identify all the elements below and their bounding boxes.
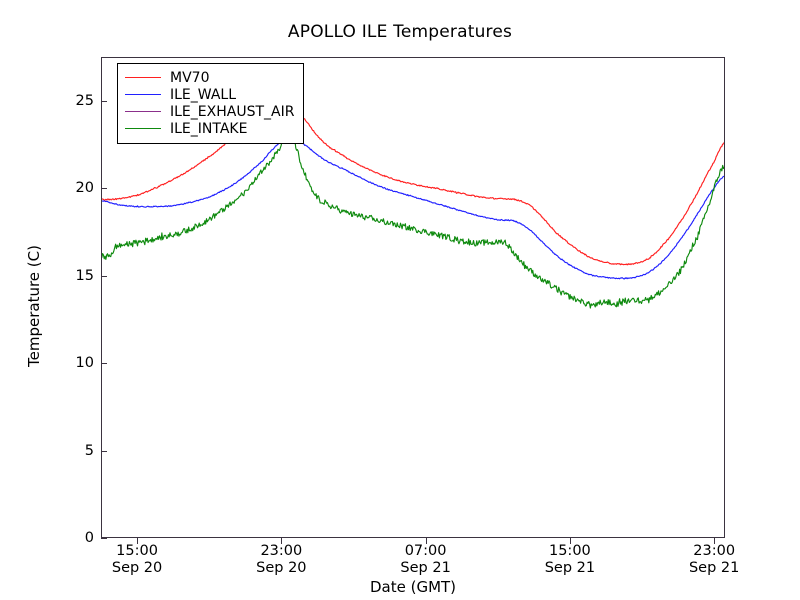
y-tick-mark: [101, 450, 107, 452]
series-line-mv70: [101, 104, 725, 266]
x-tick-time: 15:00: [116, 543, 158, 559]
plot-frame: [101, 57, 725, 538]
x-tick-date: Sep 21: [400, 560, 451, 576]
legend-label: MV70: [170, 69, 210, 86]
x-tick-label: 15:00 Sep 21: [510, 543, 630, 577]
y-tick-mark: [101, 363, 107, 365]
x-tick-label: 07:00 Sep 21: [366, 543, 486, 577]
x-tick-mark: [569, 538, 571, 544]
x-tick-time: 23:00: [260, 543, 303, 559]
y-tick-mark: [101, 100, 107, 102]
x-tick-date: Sep 21: [688, 560, 740, 576]
y-tick-label: 0: [84, 530, 94, 546]
x-axis-label: Date (GMT): [369, 578, 457, 596]
x-tick-mark: [425, 538, 427, 544]
legend-item-ile_intake[interactable]: ILE_INTAKE: [125, 120, 294, 137]
x-tick-date: Sep 21: [544, 560, 596, 576]
legend-color-swatch: [125, 77, 161, 78]
x-tick-date: Sep 20: [256, 560, 307, 576]
legend-item-mv70[interactable]: MV70: [125, 69, 294, 86]
legend-item-ile_exhaust_air[interactable]: ILE_EXHAUST_AIR: [125, 103, 294, 120]
y-tick-label: 15: [75, 267, 94, 284]
legend-color-swatch: [125, 128, 161, 129]
y-axis-tick-labels: 0 5 10 15 20 25: [54, 0, 94, 600]
x-tick-label: 23:00 Sep 21: [654, 543, 774, 577]
page-title: APOLLO ILE Temperatures: [287, 22, 513, 42]
x-tick-time: 07:00: [404, 543, 447, 559]
y-tick-mark: [101, 275, 107, 277]
y-tick-label: 25: [75, 92, 94, 109]
y-tick-mark: [101, 538, 107, 539]
chart-legend: MV70 ILE_WALL ILE_EXHAUST_AIR ILE_INTAKE: [117, 63, 305, 144]
x-tick-mark: [714, 538, 716, 544]
x-tick-mark: [137, 538, 139, 544]
x-tick-date: Sep 20: [111, 560, 163, 576]
series-line-ile_wall: [101, 138, 725, 280]
x-tick-time: 15:00: [548, 543, 591, 559]
legend-label: ILE_INTAKE: [170, 120, 248, 137]
x-tick-label: 15:00 Sep 20: [77, 543, 197, 577]
legend-color-swatch: [125, 94, 161, 95]
y-axis-label: Temperature (C): [25, 245, 43, 367]
y-tick-label: 10: [75, 355, 94, 372]
x-tick-time: 23:00: [693, 543, 736, 559]
y-tick-mark: [101, 188, 107, 190]
series-line-ile_intake: [101, 133, 725, 309]
x-tick-label: 23:00 Sep 20: [221, 543, 341, 577]
legend-color-swatch: [125, 111, 161, 112]
y-tick-label: 20: [75, 180, 94, 197]
x-tick-mark: [281, 538, 283, 544]
legend-label: ILE_EXHAUST_AIR: [170, 103, 295, 120]
plot-lines: [101, 104, 725, 309]
y-tick-label: 5: [84, 442, 94, 459]
legend-label: ILE_WALL: [170, 86, 237, 103]
legend-item-ile_wall[interactable]: ILE_WALL: [125, 86, 294, 103]
